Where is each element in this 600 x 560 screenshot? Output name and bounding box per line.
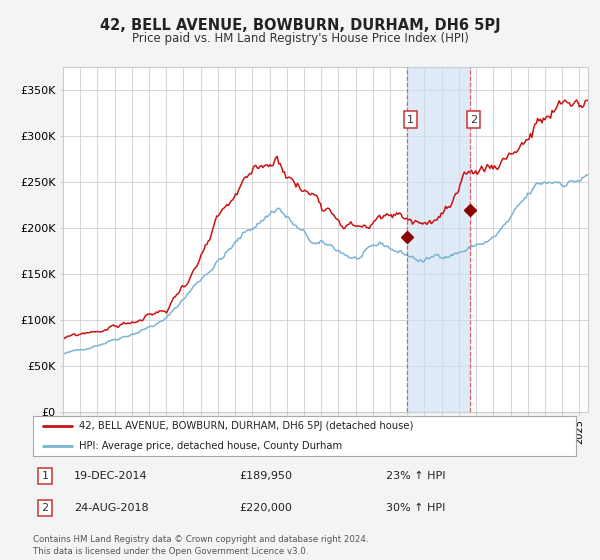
Text: 2: 2 <box>470 115 477 124</box>
Text: 1: 1 <box>41 471 49 481</box>
Text: Contains HM Land Registry data © Crown copyright and database right 2024.
This d: Contains HM Land Registry data © Crown c… <box>33 535 368 556</box>
Text: 24-AUG-2018: 24-AUG-2018 <box>74 503 148 513</box>
Text: 1: 1 <box>407 115 413 124</box>
Text: 19-DEC-2014: 19-DEC-2014 <box>74 471 148 481</box>
Text: £220,000: £220,000 <box>239 503 292 513</box>
Text: Price paid vs. HM Land Registry's House Price Index (HPI): Price paid vs. HM Land Registry's House … <box>131 31 469 45</box>
Text: 2: 2 <box>41 503 49 513</box>
Text: 30% ↑ HPI: 30% ↑ HPI <box>386 503 445 513</box>
Text: 23% ↑ HPI: 23% ↑ HPI <box>386 471 445 481</box>
Text: £189,950: £189,950 <box>239 471 292 481</box>
Text: 42, BELL AVENUE, BOWBURN, DURHAM, DH6 5PJ: 42, BELL AVENUE, BOWBURN, DURHAM, DH6 5P… <box>100 18 500 32</box>
Bar <box>407 67 470 412</box>
Text: 42, BELL AVENUE, BOWBURN, DURHAM, DH6 5PJ (detached house): 42, BELL AVENUE, BOWBURN, DURHAM, DH6 5P… <box>79 421 413 431</box>
Text: HPI: Average price, detached house, County Durham: HPI: Average price, detached house, Coun… <box>79 441 342 450</box>
